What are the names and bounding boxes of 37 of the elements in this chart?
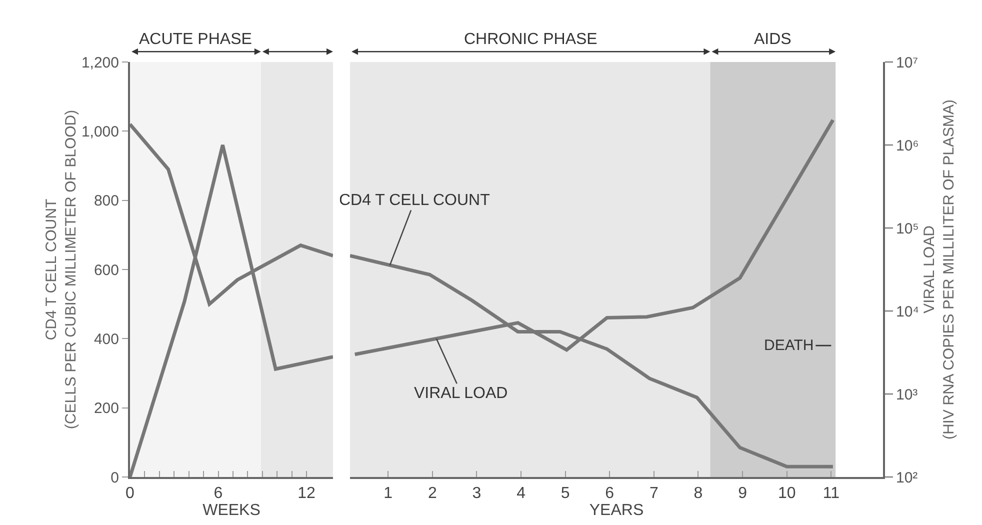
x-tick-label: 8	[694, 485, 703, 502]
y2-tick-label: 10²	[896, 469, 918, 486]
x-tick-label: 9	[738, 485, 748, 502]
y2-tick-label: 10⁶	[896, 137, 919, 154]
x-axis-title: YEARS	[589, 502, 644, 520]
y2-tick-label: 10⁴	[896, 303, 920, 320]
text: VIRAL LOAD	[414, 385, 508, 402]
y-tick-label: 800	[94, 192, 119, 210]
band-label: ACUTE PHASE	[139, 31, 252, 48]
x-axis-title: WEEKS	[202, 502, 260, 520]
y-axis-title: CD4 T CELL COUNT (CELLS PER CUBIC MILLIMETER OF BLOOD)	[42, 110, 80, 430]
y2-tick-label: 10⁷	[896, 54, 918, 72]
y2-tick-label: 10³	[896, 386, 918, 404]
x-tick-label: 0	[126, 485, 135, 502]
y-tick-label: 400	[94, 330, 119, 348]
x-tick-label: 10	[778, 485, 796, 502]
band-label: CHRONIC PHASE	[464, 31, 598, 48]
y-tick-label: 1,200	[81, 54, 119, 72]
y2-axis-title: VIRAL LOAD (HIV RNA COPIES PER MILLILITER OF PLASMA)	[921, 99, 958, 440]
y2-tick-label: 10⁵	[896, 220, 919, 238]
x-tick-label: 11	[822, 485, 840, 502]
text: CD4 T CELL COUNT	[339, 192, 490, 209]
annotation: DEATH	[764, 337, 814, 354]
x-tick-label: 3	[472, 485, 482, 502]
x-tick-label: 7	[649, 485, 658, 502]
y-tick-label: 200	[94, 400, 119, 418]
y-tick-label: 600	[94, 262, 119, 279]
x-tick-label: 2	[428, 485, 437, 502]
x-tick-label: 5	[560, 485, 570, 502]
y-tick-label: 0	[110, 469, 119, 486]
band-label: AIDS	[754, 31, 792, 48]
y-tick-label: 1,000	[81, 123, 119, 140]
x-tick-label: 6	[214, 485, 223, 502]
x-tick-label: 4	[516, 485, 526, 502]
x-tick-label: 12	[298, 485, 316, 502]
x-tick-label: 6	[605, 485, 614, 502]
x-tick-label: 1	[384, 485, 393, 502]
